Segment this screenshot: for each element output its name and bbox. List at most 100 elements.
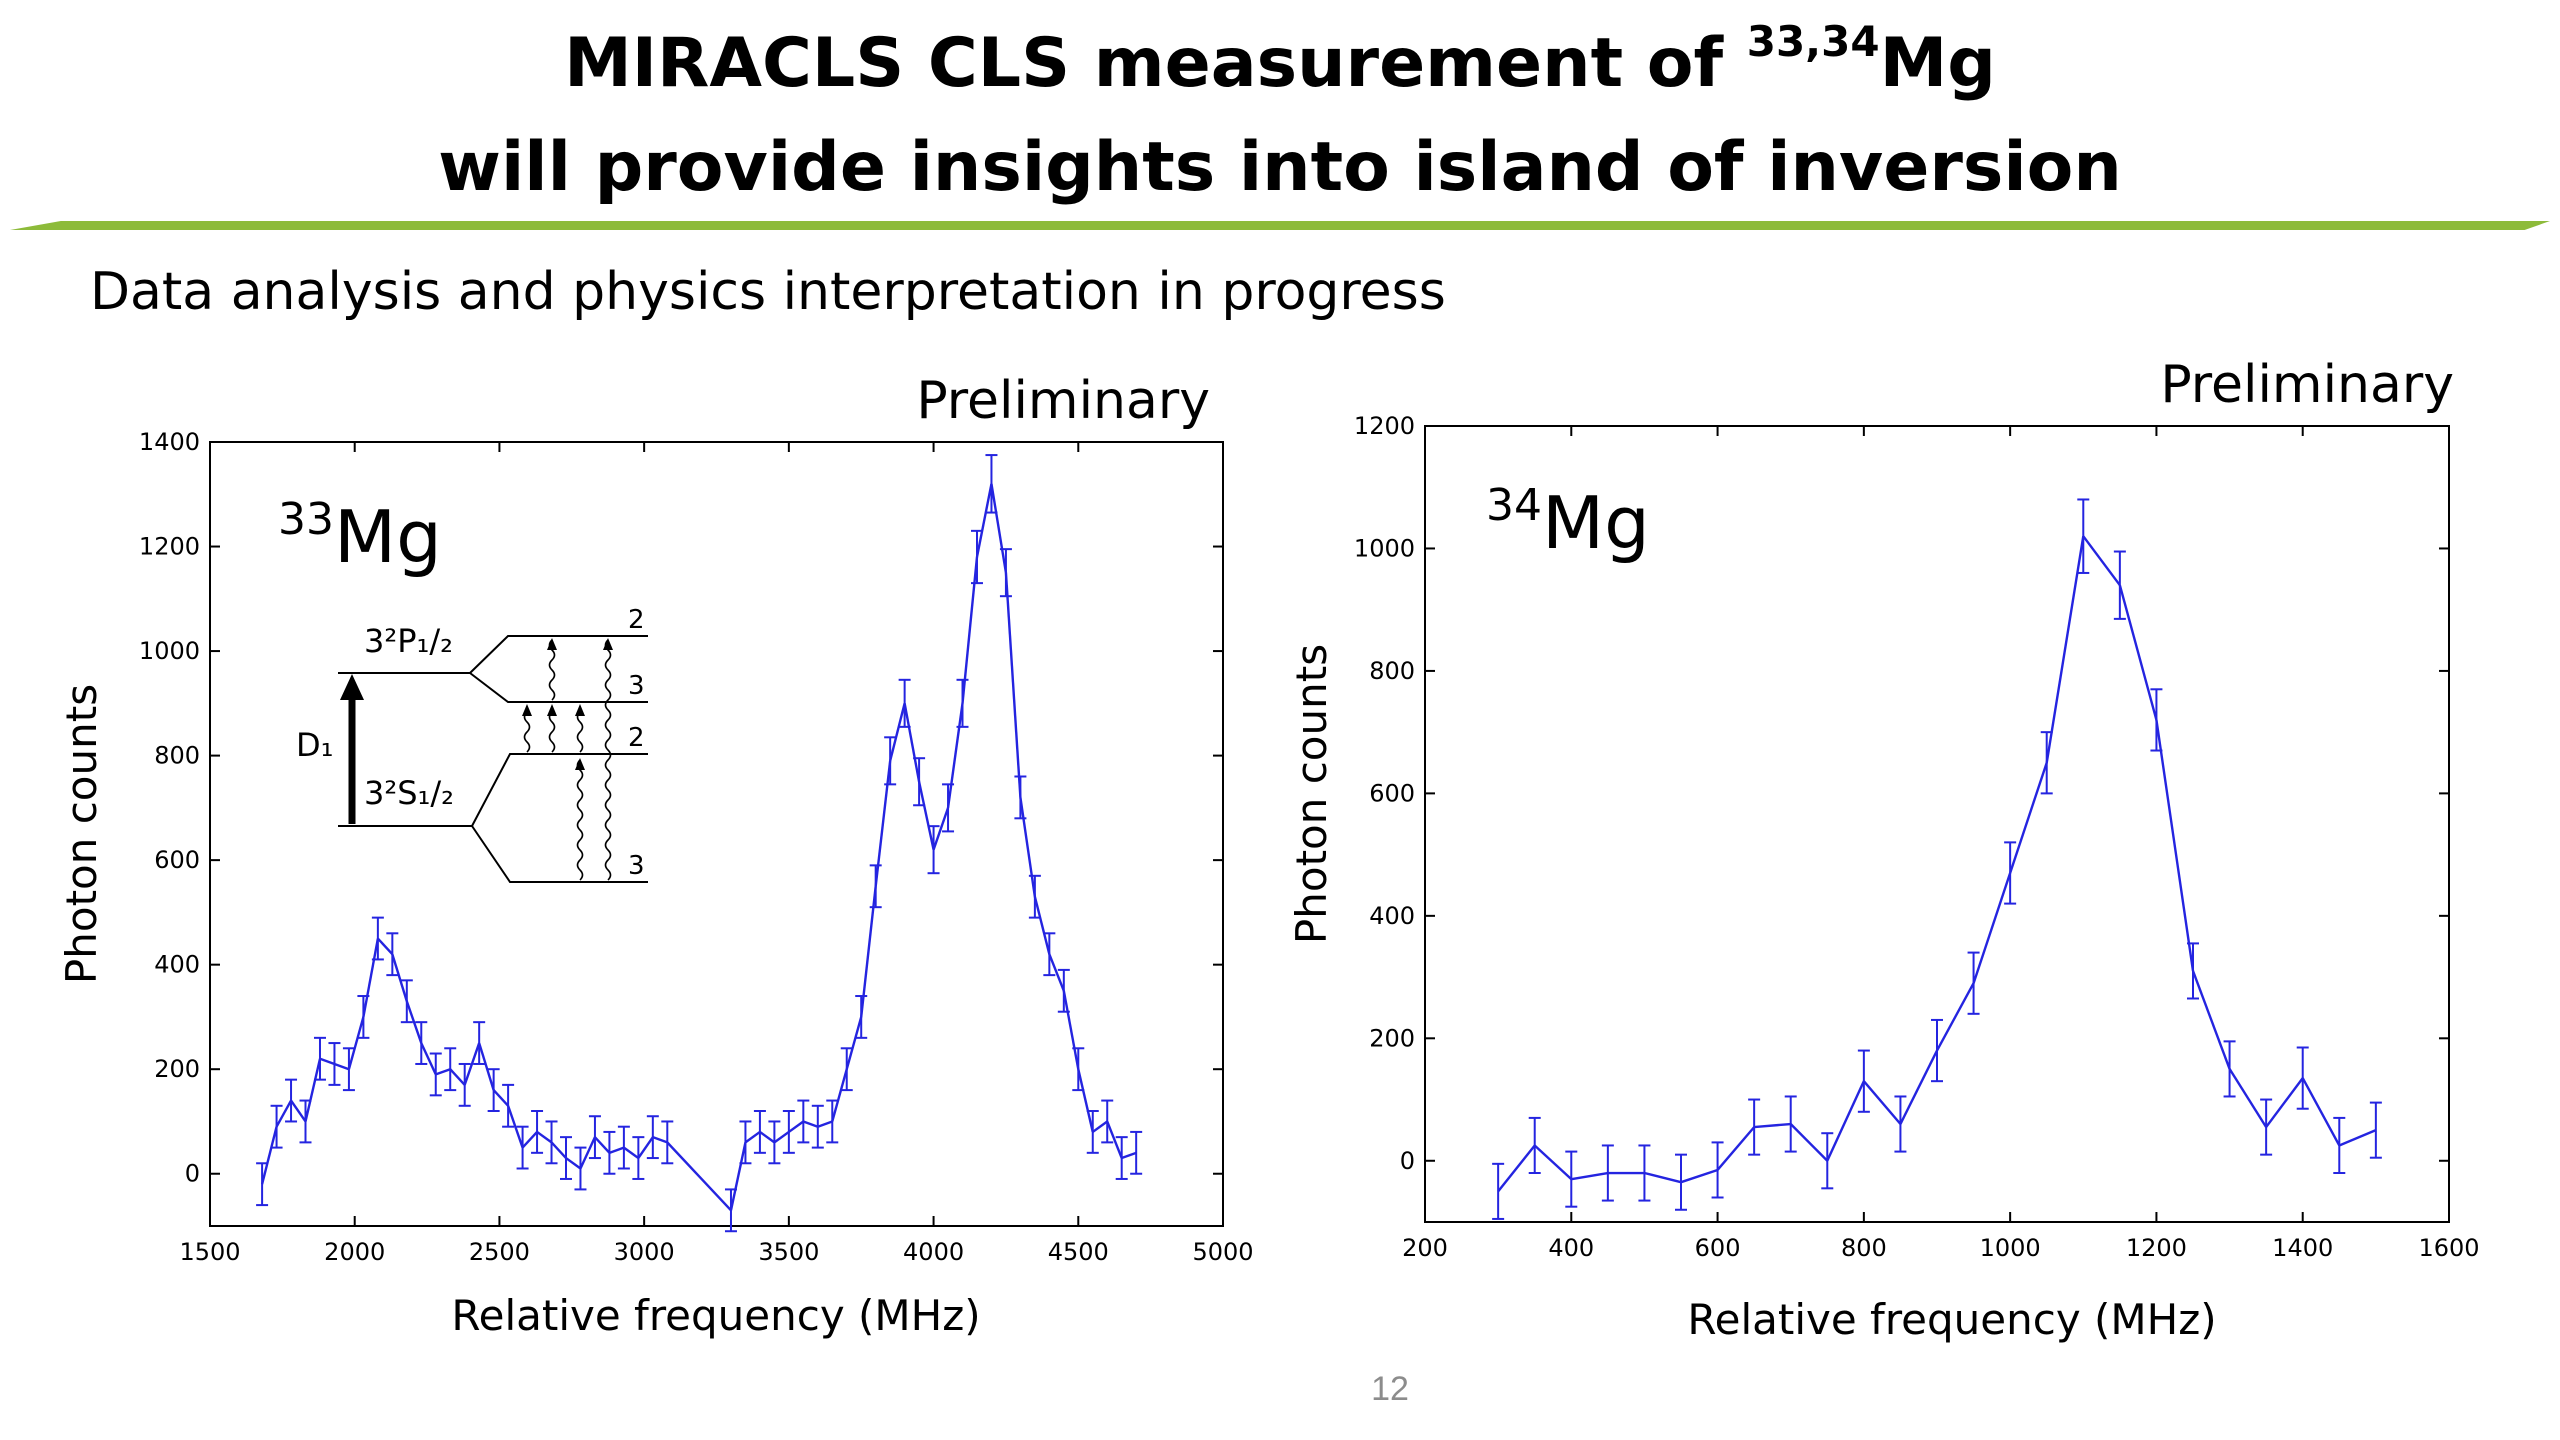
data-segment-33-14 (463, 1042, 481, 1086)
data-segment-33-17 (506, 1105, 524, 1148)
x-tick-label-33-3: 3000 (614, 1238, 675, 1266)
data-segment-34-0 (1497, 1144, 1536, 1193)
data-segment-33-2 (290, 1099, 307, 1123)
data-segment-33-27 (652, 1136, 668, 1144)
x-tick-label-34-1: 400 (1548, 1234, 1594, 1262)
y-tick-label-34-3: 600 (1369, 779, 1415, 807)
x-tick-label-33-6: 4500 (1048, 1238, 1109, 1266)
subtitle: Data analysis and physics interpretation… (90, 262, 1446, 322)
x-axis-label-34: Relative frequency (MHz) (1687, 1295, 2216, 1344)
data-segment-33-0 (260, 1126, 278, 1185)
hyperfine-level-diagram (338, 635, 648, 883)
title-line-2: will provide insights into island of inv… (438, 128, 2122, 207)
x-tick-label-33-0: 1500 (179, 1238, 240, 1266)
isotope-label-34: 34Mg (1486, 480, 1650, 565)
data-segment-33-31 (759, 1130, 776, 1144)
data-segment-33-55 (1106, 1121, 1123, 1159)
plot-frame-33 (209, 441, 1224, 1227)
data-segment-33-40 (888, 703, 906, 762)
y-tick-label-33-6: 1200 (139, 533, 200, 561)
title-element: Mg (1879, 24, 1996, 103)
data-segment-34-22 (2301, 1077, 2341, 1147)
data-segment-34-18 (2155, 719, 2195, 972)
y-tick-label-34-5: 1000 (1354, 534, 1415, 562)
x-tick-label-34-4: 1000 (1980, 1234, 2041, 1262)
data-segment-33-11 (420, 1042, 437, 1075)
plot-frame-34 (1424, 425, 2450, 1223)
data-segment-33-41 (903, 703, 921, 782)
data-segment-33-52 (1062, 990, 1080, 1070)
data-segment-33-5 (334, 1062, 350, 1071)
data-segment-33-9 (391, 953, 408, 1002)
data-segment-34-6 (1716, 1126, 1756, 1171)
data-segment-33-7 (362, 938, 380, 1018)
data-segment-33-47 (990, 483, 1008, 573)
data-segment-33-3 (304, 1058, 322, 1122)
data-segment-33-39 (874, 760, 892, 887)
data-segment-34-21 (2265, 1077, 2304, 1128)
x-tick-label-34-6: 1400 (2272, 1234, 2333, 1262)
x-tick-label-33-7: 5000 (1192, 1238, 1253, 1266)
title-mass-superscript: 33,34 (1746, 17, 1880, 66)
y-tick-label-33-4: 800 (154, 742, 200, 770)
f-label-p2: 2 (628, 605, 645, 635)
s-split-lines (471, 753, 648, 827)
preliminary-label-33: Preliminary (916, 371, 1210, 431)
data-segment-33-20 (550, 1141, 567, 1159)
y-tick-label-33-1: 200 (154, 1055, 200, 1083)
y-tick-label-34-0: 0 (1400, 1147, 1415, 1175)
data-segment-33-6 (347, 1016, 365, 1070)
data-segment-34-10 (1862, 1080, 1902, 1125)
data-segment-33-18 (521, 1131, 538, 1149)
x-tick-label-34-2: 600 (1695, 1234, 1741, 1262)
data-segment-33-29 (729, 1142, 747, 1211)
s-split-lines-lower (471, 825, 648, 883)
title-divider (10, 221, 2550, 230)
data-segment-33-4 (319, 1057, 335, 1066)
data-segment-34-7 (1754, 1122, 1791, 1129)
data-segment-34-14 (2009, 762, 2048, 874)
data-segment-33-35 (817, 1120, 833, 1128)
x-tick-label-34-7: 1600 (2418, 1234, 2479, 1262)
data-segment-34-16 (2082, 535, 2121, 586)
x-tick-label-33-4: 3500 (758, 1238, 819, 1266)
data-segment-33-54 (1092, 1120, 1108, 1133)
data-segment-33-56 (1121, 1151, 1137, 1160)
isotope-symbol-34: Mg (1542, 481, 1650, 565)
isotope-mass-33: 33 (278, 494, 334, 545)
data-segment-33-25 (623, 1146, 640, 1160)
data-segment-34-12 (1935, 982, 1975, 1052)
data-segment-33-12 (435, 1068, 451, 1076)
data-segment-33-1 (275, 1099, 293, 1128)
page-number: 12 (1371, 1370, 1409, 1408)
x-tick-label-33-2: 2500 (469, 1238, 530, 1266)
y-tick-label-34-1: 200 (1369, 1024, 1415, 1052)
data-segment-33-49 (1019, 797, 1037, 897)
x-tick-label-33-1: 2000 (324, 1238, 385, 1266)
y-axis-label-33: Photon counts (57, 684, 106, 984)
y-tick-label-33-7: 1400 (139, 428, 200, 456)
data-segment-34-1 (1533, 1144, 1573, 1181)
data-segment-33-19 (536, 1130, 553, 1144)
data-segment-33-13 (449, 1068, 466, 1086)
data-segment-33-45 (961, 556, 979, 704)
data-segment-33-26 (637, 1136, 654, 1159)
title-prefix: MIRACLS CLS measurement of (564, 24, 1747, 103)
preliminary-label-34: Preliminary (2160, 355, 2454, 415)
data-segment-33-53 (1077, 1068, 1094, 1133)
y-tick-label-34-4: 800 (1369, 657, 1415, 685)
isotope-symbol-33: Mg (334, 495, 442, 579)
y-axis-label-34: Photon counts (1287, 644, 1336, 944)
data-segment-33-48 (1004, 572, 1022, 798)
lower-level-label: 3²S₁/₂ (364, 774, 454, 812)
y-tick-label-34-2: 400 (1369, 902, 1415, 930)
data-segment-34-2 (1571, 1171, 1609, 1181)
data-segment-34-19 (2191, 970, 2231, 1070)
y-tick-label-33-2: 400 (154, 951, 200, 979)
data-segment-33-8 (376, 937, 394, 956)
isotope-mass-34: 34 (1486, 480, 1542, 531)
data-segment-33-23 (594, 1136, 611, 1154)
data-segment-34-13 (1972, 872, 2012, 984)
x-tick-label-34-5: 1200 (2126, 1234, 2187, 1262)
